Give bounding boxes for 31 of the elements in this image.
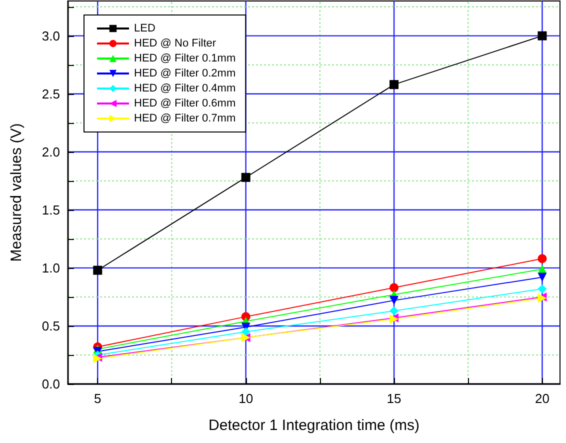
point bbox=[538, 272, 547, 282]
point bbox=[390, 296, 399, 305]
x-tick-label: 20 bbox=[534, 391, 550, 406]
legend-label: HED @ Filter 0.4mm bbox=[134, 82, 236, 94]
y-tick-label: 0.0 bbox=[42, 376, 60, 392]
point bbox=[390, 306, 399, 316]
y-tick-label: 3.0 bbox=[42, 28, 60, 44]
legend-label: HED @ Filter 0.2mm bbox=[134, 68, 236, 80]
legend-label: HED @ Filter 0.6mm bbox=[134, 98, 236, 110]
legend-label: HED @ Filter 0.7mm bbox=[134, 112, 236, 124]
x-tick-label: 10 bbox=[238, 391, 254, 406]
point bbox=[241, 327, 250, 336]
y-tick-label: 1.5 bbox=[42, 202, 60, 218]
x-tick-label: 5 bbox=[94, 391, 102, 406]
point bbox=[93, 266, 102, 275]
legend-label: HED @ No Filter bbox=[134, 38, 216, 50]
legend-label: HED @ Filter 0.1mm bbox=[134, 52, 236, 64]
x-tick-label: 15 bbox=[386, 391, 402, 406]
point bbox=[390, 283, 399, 292]
y-tick-label: 0.5 bbox=[42, 318, 60, 334]
point bbox=[538, 31, 547, 40]
y-axis-title: Measured values (V) bbox=[8, 123, 25, 262]
point bbox=[538, 254, 547, 264]
point bbox=[538, 284, 547, 294]
y-tick-label: 1.0 bbox=[42, 260, 60, 276]
point bbox=[241, 172, 250, 182]
y-tick-label: 2.5 bbox=[42, 86, 60, 102]
point bbox=[390, 80, 399, 90]
legend-label: LED bbox=[134, 22, 156, 34]
x-axis-title: Detector 1 Integration time (ms) bbox=[208, 417, 420, 434]
y-tick-label: 2.0 bbox=[42, 144, 60, 160]
